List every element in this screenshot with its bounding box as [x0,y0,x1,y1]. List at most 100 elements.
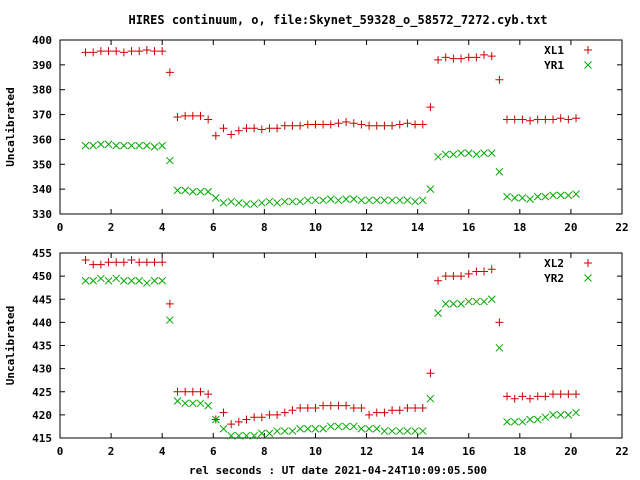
y-tick-label: 350 [32,158,52,171]
data-point-YR1 [411,197,419,206]
x-tick-label: 16 [462,221,476,234]
data-point-YR2 [104,276,113,285]
data-point-YR1 [449,150,458,159]
data-point-XL1 [288,121,297,130]
data-point-YR2 [518,417,527,426]
data-point-YR2 [120,276,128,285]
data-point-YR2 [334,422,343,431]
y-axis-label: Uncalibrated [4,87,17,166]
data-point-XL2 [296,403,305,412]
data-point-XL2 [564,390,573,399]
plot-frame [59,39,623,215]
data-point-XL2 [89,260,98,269]
data-point-XL2 [526,394,535,403]
data-point-XL1 [234,126,243,135]
data-point-YR2 [572,408,580,417]
data-point-YR1 [112,141,121,150]
data-point-YR1 [503,192,511,201]
data-point-XL2 [280,408,289,417]
data-point-YR2 [273,427,281,435]
chart-panel-2: 0 2 4 6 8 10 12 14 16 18 20 22 415 420 425 430 435 440 445… [4,247,629,477]
data-point-XL2 [188,387,197,396]
data-point-XL2 [334,401,343,410]
data-point-YR2 [188,399,197,408]
data-point-XL1 [472,53,481,62]
data-point-YR1 [303,196,312,205]
data-point-YR2 [549,411,557,419]
data-point-XL1 [326,120,335,129]
data-point-XL2 [480,267,489,276]
data-point-YR1 [204,187,213,196]
series-YR2 [81,274,580,440]
data-point-YR1 [188,187,197,196]
data-point-YR1 [533,192,542,201]
data-point-YR2 [135,276,144,285]
data-point-XL2 [112,258,121,267]
data-point-YR2 [533,415,542,424]
data-point-XL2 [495,318,504,327]
data-point-XL1 [533,115,542,124]
data-point-YR1 [434,152,442,161]
data-point-YR2 [480,297,488,306]
data-point-XL2 [119,258,128,267]
data-point-YR2 [303,424,312,433]
data-point-YR2 [211,415,220,424]
data-point-YR1 [365,196,373,205]
x-tick-label: 0 [57,445,64,458]
x-tick-label: 2 [108,221,115,234]
legend-label-YR1: YR1 [544,59,564,72]
y-tick-label: 450 [32,270,52,283]
x-tick-label: 22 [615,445,628,458]
data-point-XL1 [89,48,98,57]
data-point-YR2 [434,309,442,317]
data-point-YR2 [472,297,481,306]
y-tick-label: 370 [32,109,52,122]
data-point-XL2 [326,401,335,410]
data-point-XL2 [173,387,182,396]
data-point-YR1 [372,196,381,205]
data-point-XL1 [311,120,320,129]
data-point-XL1 [119,48,128,57]
data-point-YR2 [319,424,327,433]
data-point-XL2 [434,276,443,285]
data-point-XL2 [403,403,412,412]
data-point-XL2 [265,410,274,419]
chart-panel-1: 0 2 4 6 8 10 12 14 16 18 20 22 330 340 350 360 370 380 390… [4,34,629,234]
data-point-XL1 [265,124,274,133]
data-point-XL1 [211,131,220,140]
data-point-XL2 [135,258,144,267]
data-point-XL1 [142,45,151,54]
data-point-XL2 [257,413,266,422]
data-point-YR2 [487,295,496,304]
data-point-YR1 [211,193,220,202]
data-point-XL2 [395,406,404,415]
data-point-YR1 [173,186,182,195]
data-point-YR1 [242,200,251,208]
data-point-YR1 [510,193,519,202]
data-point-XL2 [288,406,297,415]
legend-marker-XL1 [584,46,592,54]
data-point-XL2 [449,272,458,281]
data-point-YR1 [227,197,236,206]
data-point-XL1 [334,119,343,128]
data-point-YR2 [541,413,550,422]
data-point-XL2 [242,415,251,424]
data-point-XL1 [127,47,136,56]
data-point-YR1 [518,193,527,202]
data-point-YR1 [250,200,258,208]
data-point-YR2 [441,300,450,308]
data-point-YR2 [372,424,381,433]
data-point-XL2 [204,390,213,399]
data-point-YR1 [311,196,320,205]
data-point-YR2 [280,427,289,435]
data-point-XL1 [418,120,427,129]
data-point-YR1 [457,149,465,157]
data-point-YR2 [227,431,236,440]
data-point-YR2 [395,427,404,435]
data-point-YR2 [556,411,565,419]
data-point-YR1 [418,196,427,205]
data-point-YR1 [395,196,404,205]
data-point-YR2 [204,401,213,410]
data-point-XL2 [311,403,320,412]
x-tick-label: 18 [513,221,526,234]
